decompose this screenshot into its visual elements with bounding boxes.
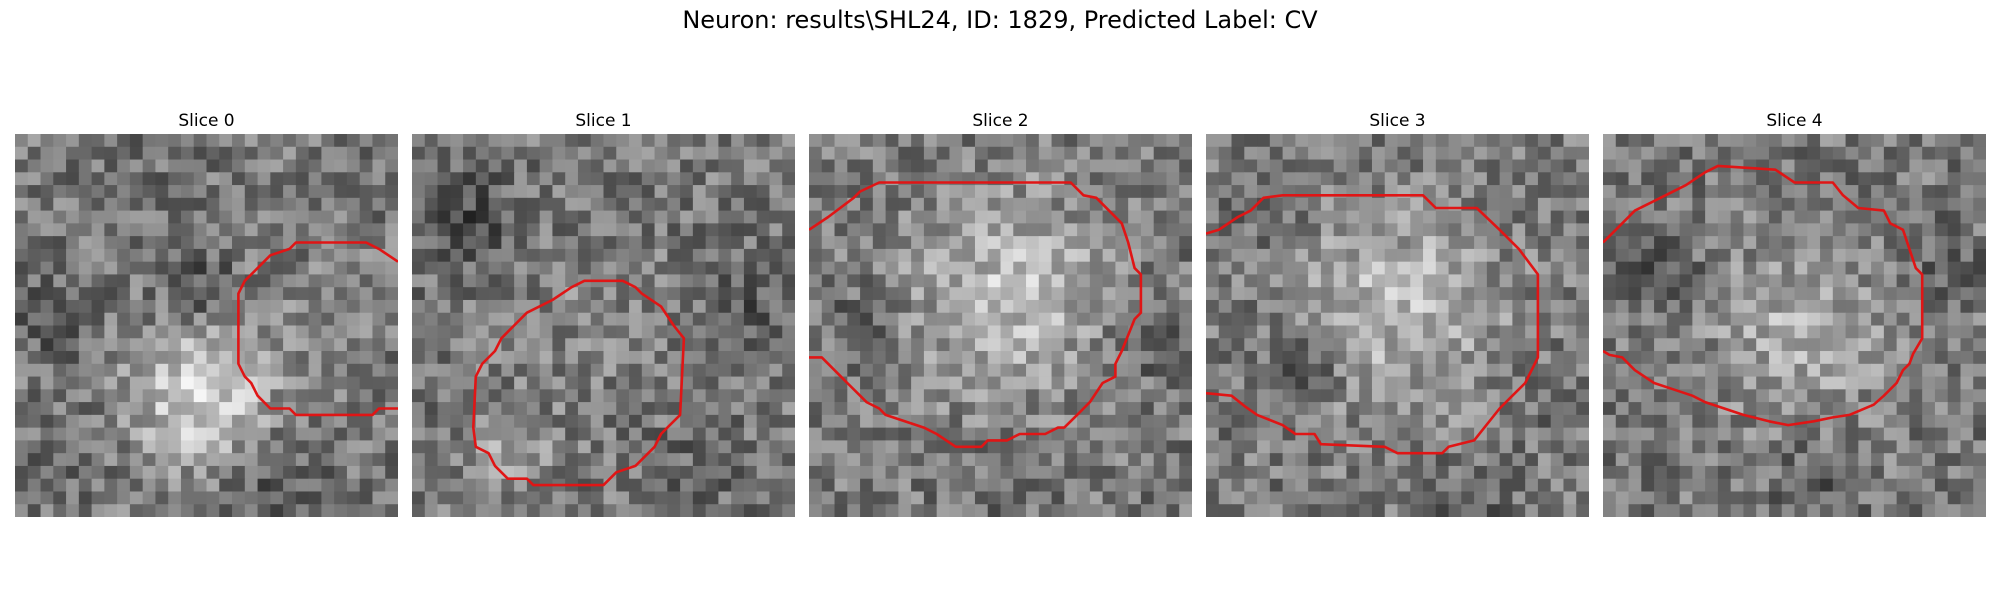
segmentation-contour [1206,193,1540,455]
slice-image-1 [412,134,795,517]
slice-panel-2: Slice 2 [809,108,1192,517]
slice-panel-3: Slice 3 [1206,108,1589,517]
slice-title: Slice 2 [972,111,1029,131]
pixel-texture [15,134,398,517]
slice-panel-0: Slice 0 [15,108,398,517]
slice-title: Slice 3 [1369,111,1426,131]
slice-image-3 [1206,134,1589,517]
pixel-texture [1206,134,1589,517]
pixel-texture [1603,134,1986,517]
pixel-texture [412,134,795,517]
slice-image-0 [15,134,398,517]
slice-panel-4: Slice 4 [1603,108,1986,517]
segmentation-contour [1603,164,1924,427]
segmentation-contour [809,181,1143,449]
slice-title: Slice 0 [178,111,235,131]
segmentation-contour [237,241,398,417]
slice-image-2 [809,134,1192,517]
figure-title: Neuron: results\SHL24, ID: 1829, Predict… [682,6,1318,34]
slice-title: Slice 4 [1766,111,1823,131]
pixel-texture [809,134,1192,517]
slice-title: Slice 1 [575,111,632,131]
slice-panel-1: Slice 1 [412,108,795,517]
slice-image-4 [1603,134,1986,517]
segmentation-contour [471,279,686,487]
